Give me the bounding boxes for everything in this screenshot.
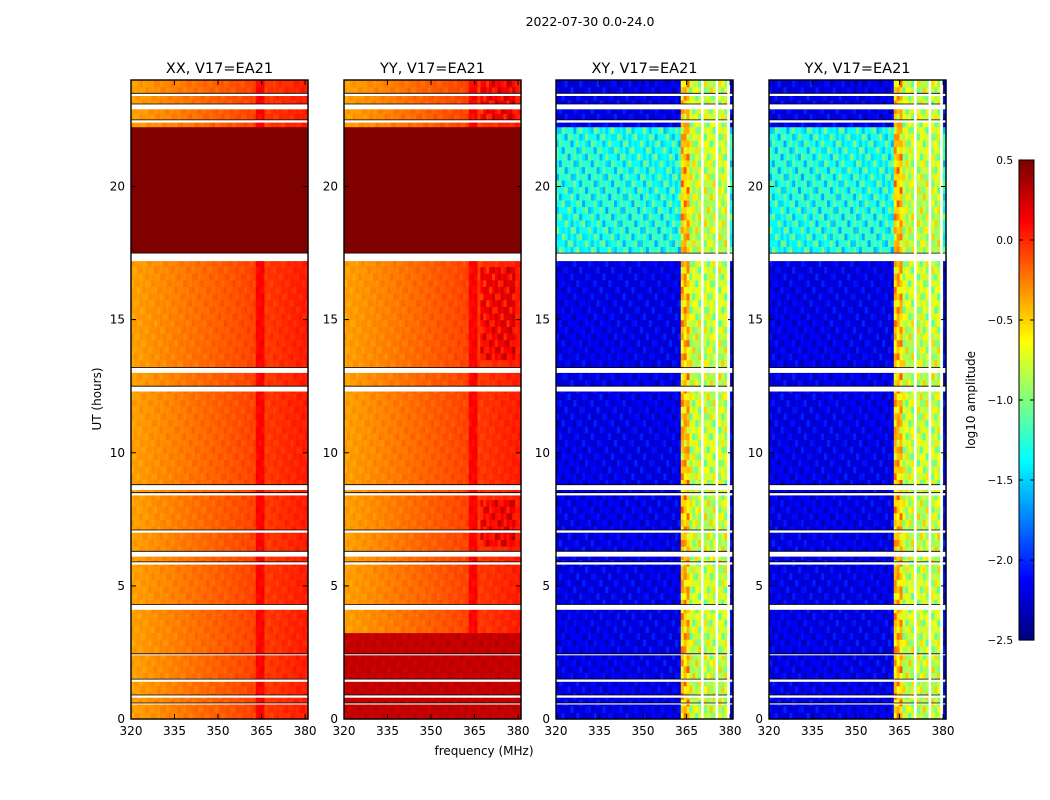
heatmap-cells bbox=[131, 80, 309, 720]
